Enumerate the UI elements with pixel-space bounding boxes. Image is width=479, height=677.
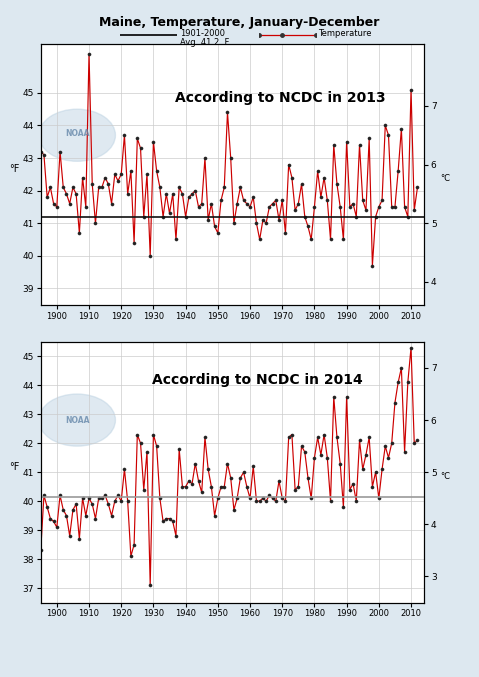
Circle shape bbox=[39, 109, 115, 161]
Text: According to NCDC in 2013: According to NCDC in 2013 bbox=[175, 91, 386, 105]
Circle shape bbox=[39, 394, 115, 446]
Y-axis label: °C: °C bbox=[440, 473, 450, 481]
Text: NOAA: NOAA bbox=[65, 129, 90, 138]
Text: Avg. 41.2  F: Avg. 41.2 F bbox=[180, 38, 229, 47]
Text: NOAA: NOAA bbox=[65, 416, 90, 424]
Y-axis label: °C: °C bbox=[440, 174, 450, 183]
Text: 1901-2000: 1901-2000 bbox=[180, 29, 225, 38]
Text: Temperature: Temperature bbox=[319, 29, 372, 38]
Text: According to NCDC in 2014: According to NCDC in 2014 bbox=[152, 373, 363, 387]
Y-axis label: °F: °F bbox=[9, 165, 19, 174]
Y-axis label: °F: °F bbox=[9, 462, 19, 473]
Text: Maine, Temperature, January-December: Maine, Temperature, January-December bbox=[99, 16, 380, 28]
